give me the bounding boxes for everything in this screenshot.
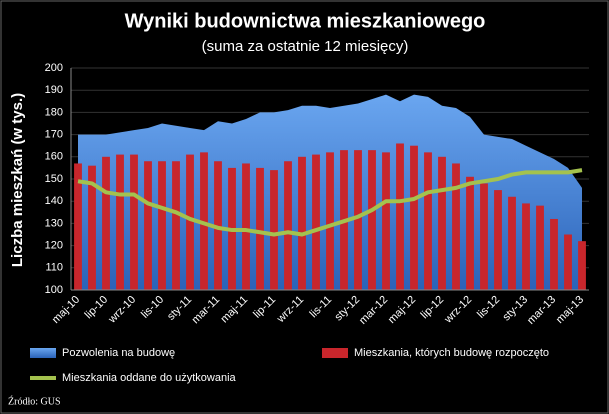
y-tick-label: 180 <box>45 106 63 118</box>
bar <box>564 234 572 290</box>
legend-swatch <box>30 348 56 358</box>
y-tick-label: 110 <box>45 262 63 274</box>
bar <box>452 163 460 290</box>
bar <box>116 154 124 290</box>
y-axis-label: Liczba mieszkań (w tys.) <box>9 93 26 267</box>
bar <box>172 161 180 290</box>
bar <box>242 163 250 290</box>
y-tick-label: 160 <box>45 151 63 163</box>
y-tick-label: 100 <box>45 284 63 296</box>
y-tick-label: 200 <box>45 62 63 74</box>
y-tick-label: 140 <box>45 195 63 207</box>
bar <box>466 176 474 290</box>
bar <box>312 154 320 290</box>
y-tick-label: 150 <box>45 173 63 185</box>
chart-subtitle: (suma za ostatnie 12 miesięcy) <box>202 38 409 55</box>
bar <box>508 196 516 290</box>
legend-label: Mieszkania oddane do użytkowania <box>62 372 237 384</box>
line <box>77 168 583 237</box>
bar <box>74 163 82 290</box>
bar <box>298 156 306 290</box>
bar <box>214 161 222 290</box>
y-tick-label: 120 <box>45 240 63 252</box>
bar <box>200 152 208 290</box>
y-tick-label: 130 <box>45 217 63 229</box>
bar <box>522 203 530 290</box>
bar <box>536 205 544 290</box>
legend-label: Mieszkania, których budowę rozpoczęto <box>354 347 549 359</box>
bar <box>326 152 334 290</box>
source: Źródło: GUS <box>8 395 61 407</box>
bar <box>438 156 446 290</box>
bar <box>284 161 292 290</box>
y-tick-label: 170 <box>45 129 63 141</box>
bar <box>396 143 404 290</box>
legend-swatch <box>322 348 348 358</box>
bar <box>410 145 418 290</box>
bar <box>480 183 488 290</box>
chart-title: Wyniki budownictwa mieszkaniowego <box>125 10 486 32</box>
bar <box>88 165 96 290</box>
bar <box>354 150 362 290</box>
bar <box>368 150 376 290</box>
bar <box>550 218 558 290</box>
bar <box>270 170 278 290</box>
bar <box>256 167 264 290</box>
bar <box>186 154 194 290</box>
bar <box>144 161 152 290</box>
bar <box>158 161 166 290</box>
legend-label: Pozwolenia na budowę <box>62 347 175 359</box>
bar <box>102 156 110 290</box>
bar <box>494 190 502 290</box>
bar <box>130 154 138 290</box>
bar <box>424 152 432 290</box>
bar <box>578 241 586 290</box>
bar <box>382 152 390 290</box>
y-tick-label: 190 <box>45 84 63 96</box>
